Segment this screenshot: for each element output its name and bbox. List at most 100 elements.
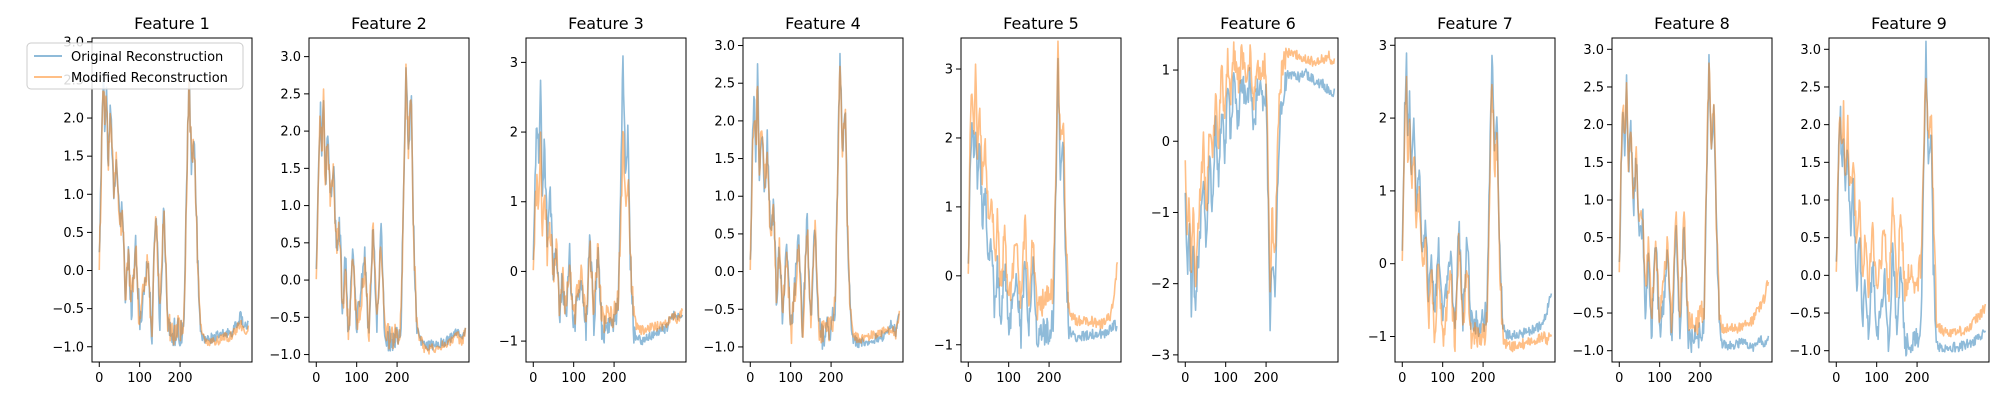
- panel-feature-3: −1 0 1 2 3 0 100 200 Feature 3: [499, 14, 687, 386]
- x-tick-label: 200: [819, 371, 844, 386]
- x-tick-label: 0: [1181, 371, 1189, 386]
- y-tick-label: 0.5: [280, 236, 301, 251]
- y-tick-label: −1: [1151, 206, 1170, 221]
- series-line-modified: [1401, 75, 1553, 353]
- y-tick-label: 0.5: [63, 226, 84, 241]
- x-tick-label: 0: [312, 371, 320, 386]
- series-line-modified: [967, 40, 1119, 330]
- x-tick-label: 200: [1037, 371, 1062, 386]
- series-line-modified: [532, 130, 684, 336]
- y-tick-label: 0: [945, 269, 953, 284]
- y-tick-label: −0.5: [52, 302, 84, 317]
- x-tick-label: 200: [1905, 371, 1930, 386]
- y-tick-label: 2.0: [714, 114, 735, 129]
- panel-feature-9: −1.0 −0.5 0.0 0.5 1.0 1.5 2.0 2.5 3.0 0 100 200 Feat…: [1789, 14, 1990, 386]
- x-tick-label: 0: [1832, 371, 1840, 386]
- series-line-original: [967, 57, 1118, 349]
- y-tick-label: −1.0: [269, 348, 301, 363]
- y-tick-label: −1: [934, 338, 953, 353]
- y-tick-label: 0.0: [63, 264, 84, 279]
- y-tick-label: −0.5: [1789, 307, 1821, 322]
- panel-title: Feature 4: [785, 14, 861, 33]
- y-tick-label: −0.5: [269, 311, 301, 326]
- series-line-modified: [1184, 41, 1336, 293]
- y-tick-label: 0: [1162, 135, 1170, 150]
- y-tick-label: 1: [945, 200, 953, 215]
- y-tick-label: 0.0: [1583, 269, 1604, 284]
- x-tick-label: 100: [778, 371, 803, 386]
- y-tick-label: 0.5: [714, 227, 735, 242]
- y-tick-label: 3: [945, 63, 953, 78]
- x-tick-label: 200: [1254, 371, 1279, 386]
- panel-feature-5: −1 0 1 2 3 0 100 200 Feature 5: [934, 14, 1122, 386]
- y-tick-label: −3: [1151, 348, 1170, 363]
- x-tick-label: 0: [529, 371, 537, 386]
- y-tick-label: 3.0: [1583, 43, 1604, 58]
- y-tick-label: 2.0: [63, 112, 84, 127]
- panel-title: Feature 9: [1871, 14, 1947, 33]
- y-tick-label: 0.5: [1583, 231, 1604, 246]
- y-tick-label: 3.0: [1800, 43, 1821, 58]
- axes-frame: [742, 37, 904, 363]
- axes-frame: [525, 37, 687, 363]
- y-tick-label: −1.0: [703, 340, 735, 355]
- y-tick-label: 0: [510, 265, 518, 280]
- series-line-original: [1184, 66, 1336, 332]
- y-tick-label: 1.5: [1800, 156, 1821, 171]
- panel-feature-7: −1 0 1 2 3 0 100 200 Feature 7: [1368, 14, 1556, 386]
- x-tick-label: 0: [95, 371, 103, 386]
- y-tick-label: 0.0: [1800, 269, 1821, 284]
- y-tick-label: 3.0: [280, 50, 301, 65]
- panel-title: Feature 6: [1220, 14, 1296, 33]
- y-tick-label: 0.0: [280, 274, 301, 289]
- y-tick-label: 1.5: [714, 152, 735, 167]
- y-tick-label: 1.0: [1583, 194, 1604, 209]
- y-tick-label: −1: [499, 335, 518, 350]
- axes-frame: [960, 37, 1122, 363]
- series-line-modified: [98, 72, 250, 347]
- x-tick-label: 100: [1213, 371, 1238, 386]
- x-tick-label: 100: [996, 371, 1021, 386]
- series-line-original: [1401, 52, 1553, 341]
- x-tick-label: 100: [344, 371, 369, 386]
- panel-feature-4: −1.0 −0.5 0.0 0.5 1.0 1.5 2.0 2.5 3.0 0 100 200 Feat…: [703, 14, 904, 386]
- panels: −1.0−0.50.00.51.01.52.02.53.00100200Feat…: [52, 14, 1990, 386]
- y-tick-label: 0: [1379, 257, 1387, 272]
- series-line-modified: [315, 63, 467, 355]
- x-tick-label: 100: [127, 371, 152, 386]
- x-tick-label: 200: [385, 371, 410, 386]
- series-line-modified: [749, 65, 901, 345]
- y-tick-label: −1.0: [1789, 344, 1821, 359]
- y-tick-label: −0.5: [703, 303, 735, 318]
- y-tick-label: −0.5: [1572, 307, 1604, 322]
- y-tick-label: 0.5: [1800, 231, 1821, 246]
- panel-feature-8: −1.0 −0.5 0.0 0.5 1.0 1.5 2.0 2.5 3.0 0 100 200 Feat…: [1572, 14, 1773, 386]
- y-tick-label: 3.0: [714, 39, 735, 54]
- axes-frame: [308, 37, 470, 363]
- y-tick-label: 1.5: [63, 150, 84, 165]
- x-tick-label: 100: [1430, 371, 1455, 386]
- y-tick-label: 1.0: [1800, 194, 1821, 209]
- y-tick-label: 1.5: [1583, 156, 1604, 171]
- y-tick-label: −2: [1151, 277, 1170, 292]
- y-tick-label: 1.0: [63, 188, 84, 203]
- axes-frame: [1177, 37, 1339, 363]
- panel-title: Feature 8: [1654, 14, 1730, 33]
- axes-frame: [1394, 37, 1556, 363]
- y-tick-label: 0.0: [714, 265, 735, 280]
- y-tick-label: −1.0: [52, 340, 84, 355]
- y-tick-label: −1.0: [1572, 344, 1604, 359]
- y-tick-label: 2: [510, 126, 518, 141]
- y-tick-label: −1: [1368, 330, 1387, 345]
- y-tick-label: 1: [1379, 184, 1387, 199]
- y-tick-label: 3: [1379, 39, 1387, 54]
- panel-title: Feature 7: [1437, 14, 1513, 33]
- panel-title: Feature 1: [134, 14, 210, 33]
- y-tick-label: 2.0: [280, 125, 301, 140]
- y-tick-label: 2.0: [1583, 118, 1604, 133]
- x-tick-label: 0: [964, 371, 972, 386]
- legend-box: [26, 42, 244, 90]
- panel-title: Feature 3: [568, 14, 644, 33]
